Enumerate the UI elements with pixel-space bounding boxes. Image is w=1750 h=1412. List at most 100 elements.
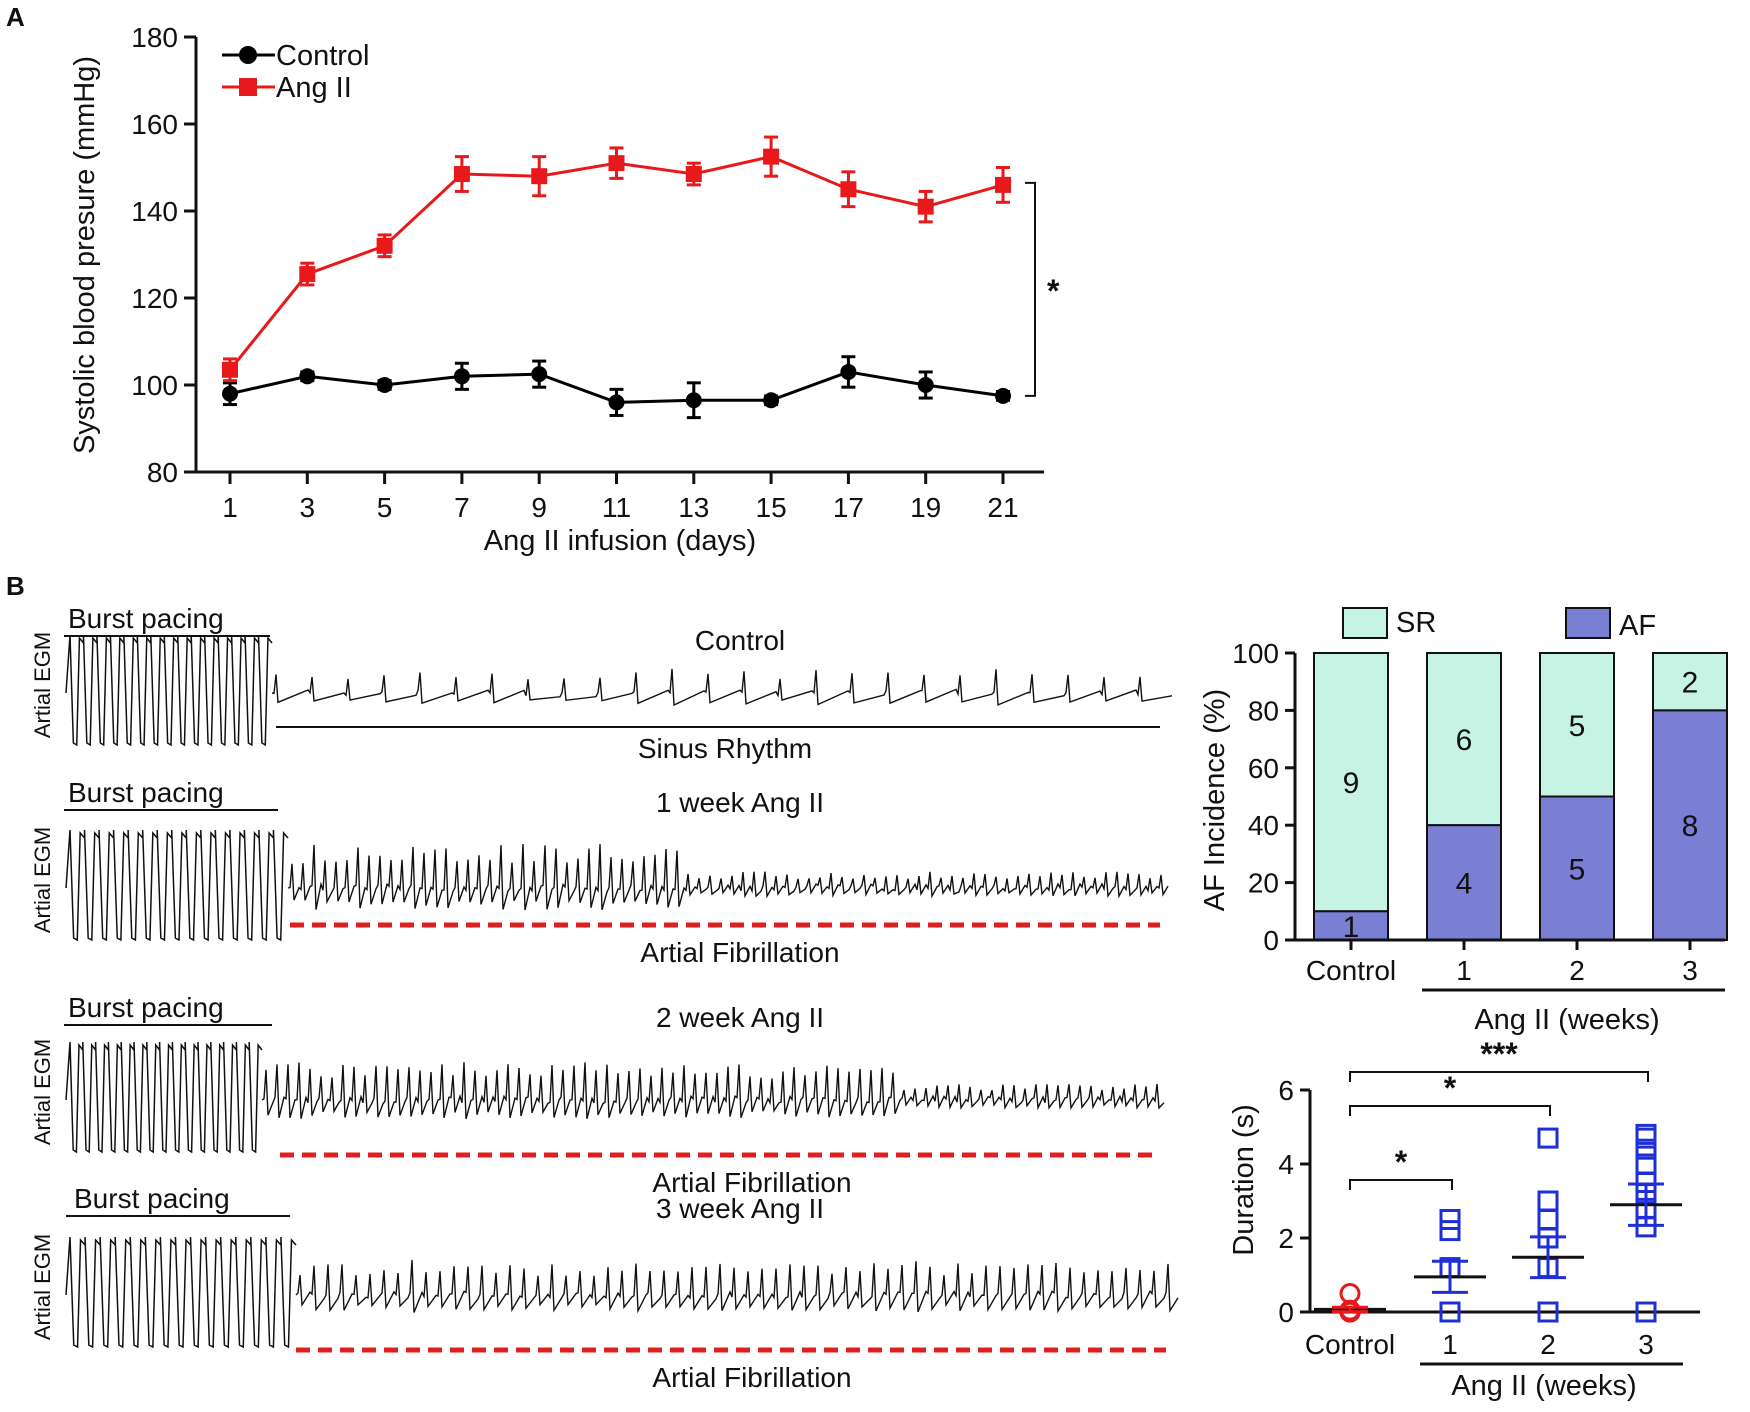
duration-y-tick-label: 6 xyxy=(1278,1075,1294,1106)
sr-count-label: 5 xyxy=(1569,710,1586,743)
control-data-point xyxy=(995,387,1011,404)
incidence-group-label: Ang II (weeks) xyxy=(1474,1004,1659,1036)
panel-label-a: A xyxy=(6,2,25,32)
bp-x-tick-label: 15 xyxy=(756,492,787,523)
rhythm-label: Artial Fibrillation xyxy=(640,937,839,968)
comparison-bracket xyxy=(1349,1105,1551,1116)
incidence-y-tick-label: 20 xyxy=(1248,868,1279,899)
duration-y-axis-title: Duration (s) xyxy=(1228,1104,1260,1256)
burst-pacing-label: Burst pacing xyxy=(68,777,224,808)
legend-control-marker xyxy=(239,46,257,64)
control-duration-point xyxy=(1339,1283,1361,1304)
bp-x-tick-label: 1 xyxy=(222,492,238,523)
angii-data-point xyxy=(763,148,780,165)
control-data-point xyxy=(222,385,238,402)
angii-data-point xyxy=(608,155,625,172)
af-bar-segment xyxy=(1313,910,1389,941)
angii-series-line xyxy=(228,155,1004,371)
bp-line-chart: Control Ang II Ang II infusion (days) Sy… xyxy=(69,22,1060,557)
incidence-y-tick-label: 40 xyxy=(1248,810,1279,841)
angii-data-point xyxy=(917,198,934,215)
bp-x-tick-label: 19 xyxy=(910,492,941,523)
angii-duration-point xyxy=(1635,1123,1657,1145)
af-bar-segment xyxy=(1652,709,1728,942)
bp-y-tick-label: 180 xyxy=(131,22,178,53)
egm-axis-label: Artial EGM xyxy=(30,827,55,933)
control-data-point xyxy=(531,366,548,383)
bp-x-tick-label: 11 xyxy=(602,492,631,523)
bp-y-tick-label: 160 xyxy=(131,109,178,140)
angii-duration-point xyxy=(1537,1127,1559,1149)
legend-af-swatch xyxy=(1565,607,1611,639)
bp-x-tick-label: 3 xyxy=(300,492,316,523)
af-bar-segment xyxy=(1539,795,1615,941)
trace-title: 1 week Ang II xyxy=(656,787,824,818)
burst-pacing-label: Burst pacing xyxy=(68,992,224,1023)
duration-group-label: Ang II (weeks) xyxy=(1451,1370,1636,1402)
control-data-point xyxy=(608,394,625,411)
af-bar-segment xyxy=(1426,824,1502,942)
angii-duration-point xyxy=(1537,1301,1559,1323)
burst-pacing-label: Burst pacing xyxy=(74,1183,230,1214)
sr-bar-segment xyxy=(1652,652,1728,712)
trace-title: Control xyxy=(695,625,785,656)
duration-x-tick-label: Control xyxy=(1305,1329,1395,1360)
panel-label-b: B xyxy=(6,571,25,601)
bp-x-tick-label: 21 xyxy=(987,492,1018,523)
pacing-waveform xyxy=(65,1236,297,1349)
rhythm-waveform xyxy=(261,1062,1165,1120)
bp-y-tick-label: 120 xyxy=(131,283,178,314)
bp-x-tick-label: 7 xyxy=(454,492,470,523)
af-count-label: 4 xyxy=(1456,868,1473,901)
duration-x-tick-label: 2 xyxy=(1540,1329,1556,1360)
bp-x-tick-label: 9 xyxy=(531,492,547,523)
duration-x-tick-label: 3 xyxy=(1638,1329,1654,1360)
rhythm-waveform xyxy=(295,1259,1179,1314)
incidence-x-tick-label: 3 xyxy=(1682,955,1698,986)
angii-data-point xyxy=(376,237,393,254)
sr-bar-segment xyxy=(1313,652,1389,913)
egm-axis-label: Artial EGM xyxy=(30,632,55,738)
sr-count-label: 6 xyxy=(1456,724,1473,757)
duration-y-tick-label: 2 xyxy=(1278,1223,1294,1254)
rhythm-waveform xyxy=(271,668,1173,707)
control-data-point xyxy=(685,392,702,409)
incidence-y-tick-label: 0 xyxy=(1263,925,1279,956)
rhythm-label: Artial Fibrillation xyxy=(652,1167,851,1198)
angii-data-point xyxy=(453,166,470,183)
control-data-point xyxy=(453,368,470,385)
legend-control-label: Control xyxy=(276,40,370,72)
legend-angii-marker xyxy=(239,78,257,96)
af-count-label: 1 xyxy=(1343,911,1360,944)
bp-x-tick-label: 13 xyxy=(678,492,709,523)
angii-duration-point xyxy=(1635,1301,1657,1323)
egm-axis-label: Artial EGM xyxy=(30,1039,55,1145)
bp-y-tick-label: 140 xyxy=(131,196,178,227)
incidence-y-tick-label: 60 xyxy=(1248,753,1279,784)
duration-y-tick-label: 4 xyxy=(1278,1149,1294,1180)
comparison-significance: * xyxy=(1444,1070,1457,1106)
control-data-point xyxy=(376,377,393,393)
legend-angii-label: Ang II xyxy=(276,72,352,104)
comparison-bracket xyxy=(1349,1071,1649,1082)
legend-sr-swatch xyxy=(1342,607,1388,639)
bp-significance-bracket xyxy=(1025,181,1036,397)
pacing-waveform xyxy=(65,634,273,747)
angii-duration-point xyxy=(1537,1190,1559,1212)
angii-duration-point xyxy=(1439,1209,1461,1230)
angii-duration-point xyxy=(1635,1153,1657,1175)
bp-x-axis-title: Ang II infusion (days) xyxy=(484,525,756,557)
angii-duration-point xyxy=(1439,1301,1461,1323)
egm-axis-label: Artial EGM xyxy=(30,1234,55,1340)
bp-significance-star: * xyxy=(1047,273,1060,309)
egm-traces: Burst pacing Artial EGM Control Sinus Rhyth… xyxy=(30,603,1179,1393)
angii-duration-point xyxy=(1635,1138,1657,1160)
rhythm-waveform xyxy=(287,844,1169,911)
sr-count-label: 2 xyxy=(1682,667,1699,700)
rhythm-label: Sinus Rhythm xyxy=(638,733,812,764)
angii-duration-point xyxy=(1537,1209,1559,1230)
af-count-label: 8 xyxy=(1682,810,1699,843)
incidence-y-tick-label: 80 xyxy=(1248,695,1279,726)
angii-data-point xyxy=(840,181,857,198)
angii-data-point xyxy=(299,266,316,283)
